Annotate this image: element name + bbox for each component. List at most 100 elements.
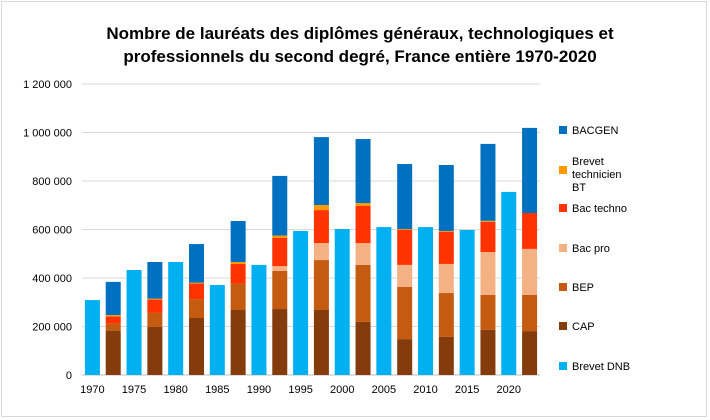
bar-bep xyxy=(522,294,538,332)
bar-brevet-technicien-bt xyxy=(189,282,204,284)
legend-marker xyxy=(559,126,567,134)
bar-cap xyxy=(438,336,454,375)
legend-label: Brevet technicien BT xyxy=(572,156,622,194)
bar-cap xyxy=(313,310,329,375)
legend-marker xyxy=(559,283,567,291)
bar-bep xyxy=(397,286,413,340)
bar-bacgen xyxy=(355,139,371,204)
bar-brevet-technicien-bt xyxy=(480,220,496,222)
bar-brevet-technicien-bt xyxy=(105,315,121,317)
bar-bac-techno xyxy=(480,221,496,253)
bar-bep xyxy=(230,283,246,311)
bar-cap xyxy=(272,309,288,375)
bar-bac-pro xyxy=(438,263,454,294)
bar-cap xyxy=(147,326,163,375)
bar-bep xyxy=(313,260,329,311)
x-tick-label: 1985 xyxy=(205,384,229,396)
bar-brevet-technicien-bt xyxy=(438,230,454,232)
bar-bep xyxy=(480,294,496,330)
bar-bac-techno xyxy=(105,316,121,324)
bar-bacgen xyxy=(397,164,413,230)
x-tick-label: 1995 xyxy=(288,384,312,396)
y-tick-label: 800 000 xyxy=(32,176,72,188)
chart-title: Nombre de lauréats des diplômes généraux… xyxy=(106,24,614,66)
bar-bac-techno xyxy=(397,229,413,265)
bar-bep xyxy=(147,312,163,327)
bar-brevet-dnb xyxy=(293,230,309,375)
bar-brevet-dnb xyxy=(84,300,100,375)
bar-brevet-dnb xyxy=(209,285,225,375)
legend-label: Brevet DNB xyxy=(572,361,630,373)
bar-cap xyxy=(397,339,413,375)
y-tick-label: 400 000 xyxy=(32,273,72,285)
y-tick-label: 0 xyxy=(66,370,72,382)
bar-bac-techno xyxy=(272,237,288,267)
bar-brevet-dnb xyxy=(501,191,517,375)
bar-cap xyxy=(480,329,496,375)
bar-bacgen xyxy=(313,137,329,206)
legend-marker xyxy=(559,362,567,370)
bar-brevet-dnb xyxy=(334,229,350,375)
bar-bep xyxy=(438,293,454,337)
bar-cap xyxy=(105,330,121,375)
x-tick-label: 2010 xyxy=(413,384,437,396)
bar-brevet-technicien-bt xyxy=(397,229,413,230)
x-tick-label: 2015 xyxy=(455,384,479,396)
bar-bacgen xyxy=(105,281,121,316)
bar-cap xyxy=(230,310,246,375)
y-tick-label: 1 000 000 xyxy=(23,128,72,140)
bar-bacgen xyxy=(189,244,204,283)
bar-brevet-technicien-bt xyxy=(355,203,371,206)
bar-bacgen xyxy=(272,175,288,236)
bar-bac-pro xyxy=(480,252,496,295)
bar-brevet-technicien-bt xyxy=(313,205,329,211)
legend-marker xyxy=(559,204,567,212)
legend-marker xyxy=(559,322,567,330)
x-tick-label: 1975 xyxy=(122,384,146,396)
bar-bac-pro xyxy=(397,264,413,287)
bar-brevet-dnb xyxy=(168,261,184,375)
bar-cap xyxy=(189,318,204,375)
bar-brevet-dnb xyxy=(376,227,392,375)
bar-brevet-dnb xyxy=(459,229,475,375)
x-tick-label: 2020 xyxy=(497,384,521,396)
bar-bac-techno xyxy=(189,283,204,300)
bar-bac-techno xyxy=(230,263,246,284)
bar-bep xyxy=(189,299,204,319)
y-tick-label: 1 200 000 xyxy=(23,79,72,91)
bar-bacgen xyxy=(230,221,246,262)
bar-bac-techno xyxy=(522,213,538,249)
bar-bep xyxy=(355,264,371,322)
bar-bac-pro xyxy=(313,243,329,261)
bar-bac-techno xyxy=(355,205,371,244)
bar-bep xyxy=(272,270,288,310)
bar-bep xyxy=(105,323,121,331)
bar-bac-techno xyxy=(147,299,163,313)
bar-brevet-technicien-bt xyxy=(272,235,288,238)
x-tick-label: 2000 xyxy=(330,384,354,396)
y-tick-label: 200 000 xyxy=(32,322,72,334)
legend-marker xyxy=(559,166,567,174)
legend-label: Bac techno xyxy=(572,203,627,215)
bar-cap xyxy=(522,331,538,375)
bar-bacgen xyxy=(480,143,496,221)
bar-brevet-dnb xyxy=(418,227,433,375)
bar-cap xyxy=(355,321,371,375)
bar-bac-pro xyxy=(355,243,371,265)
bar-bacgen xyxy=(147,261,163,299)
legend-label: BACGEN xyxy=(572,125,619,137)
bar-brevet-dnb xyxy=(126,269,142,375)
bar-bac-techno xyxy=(438,231,454,264)
bar-bac-pro xyxy=(522,248,538,295)
bar-bac-pro xyxy=(272,266,288,271)
bar-bac-techno xyxy=(313,210,329,244)
legend-label: Bac pro xyxy=(572,243,610,255)
bar-brevet-technicien-bt xyxy=(147,298,163,300)
x-tick-label: 1990 xyxy=(247,384,271,396)
legend-label: BEP xyxy=(572,282,594,294)
bar-brevet-dnb xyxy=(251,264,267,375)
x-tick-label: 1970 xyxy=(80,384,104,396)
y-tick-label: 600 000 xyxy=(32,225,72,237)
